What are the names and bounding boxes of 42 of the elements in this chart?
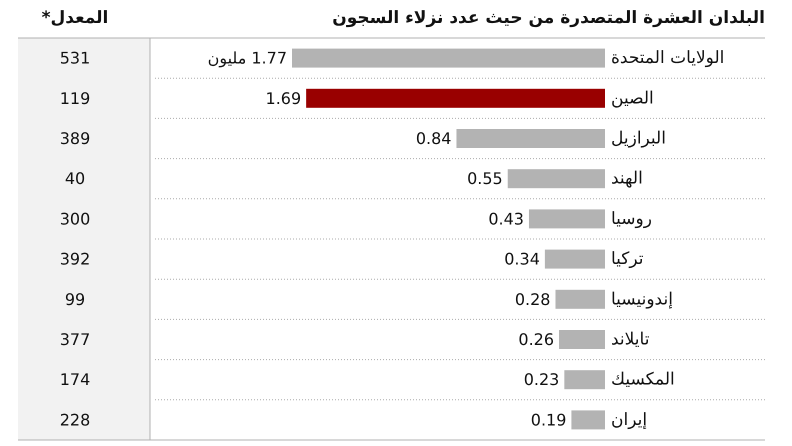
text: المعدل* xyxy=(42,8,108,28)
text: 119 xyxy=(60,88,90,108)
text: 389 xyxy=(60,129,90,148)
text: 40 xyxy=(64,169,86,188)
bar xyxy=(544,250,605,269)
y-tick-label: الصين xyxy=(611,88,654,108)
y-tick-label: إيران xyxy=(611,410,648,430)
data-label: 1.77 مليون xyxy=(208,48,287,68)
y-tick-label: البرازيل xyxy=(611,128,666,148)
data-label: 0.43 xyxy=(488,209,524,228)
text: 99 xyxy=(64,290,86,309)
y-tick-label: تركيا xyxy=(611,249,644,270)
y-tick-label: إندونيسيا xyxy=(611,289,673,310)
y-tick-label: تايلاند xyxy=(611,330,650,350)
y-tick-label: روسيا xyxy=(611,208,652,229)
bar xyxy=(559,330,605,349)
data-label: 0.28 xyxy=(514,290,550,309)
y-tick-label: المكسيك xyxy=(611,370,675,390)
text: 174 xyxy=(60,370,90,390)
bar xyxy=(292,48,605,68)
data-label: 0.34 xyxy=(504,250,540,269)
text: 228 xyxy=(60,410,90,430)
data-label: 0.23 xyxy=(524,370,560,390)
bar xyxy=(571,410,605,430)
bar xyxy=(555,290,605,309)
bar xyxy=(456,129,605,148)
text: 300 xyxy=(60,209,90,228)
data-label: 1.69 xyxy=(266,88,302,108)
chart-title: البلدان العشرة المتصدرة من حيث عدد نزلاء السجون xyxy=(332,8,765,28)
text: 531 xyxy=(60,48,90,68)
bar xyxy=(564,370,605,390)
text: 377 xyxy=(60,330,90,349)
data-label: 0.19 xyxy=(530,410,566,430)
y-tick-label: الولايات المتحدة xyxy=(611,48,724,68)
y-tick-label: الهند xyxy=(611,168,643,189)
data-label: 0.26 xyxy=(518,330,554,349)
data-label: 0.55 xyxy=(467,169,503,188)
bar xyxy=(528,209,605,228)
data-label: 0.84 xyxy=(416,129,452,148)
bar xyxy=(508,169,605,188)
bar xyxy=(306,88,605,108)
text: 392 xyxy=(60,250,90,269)
